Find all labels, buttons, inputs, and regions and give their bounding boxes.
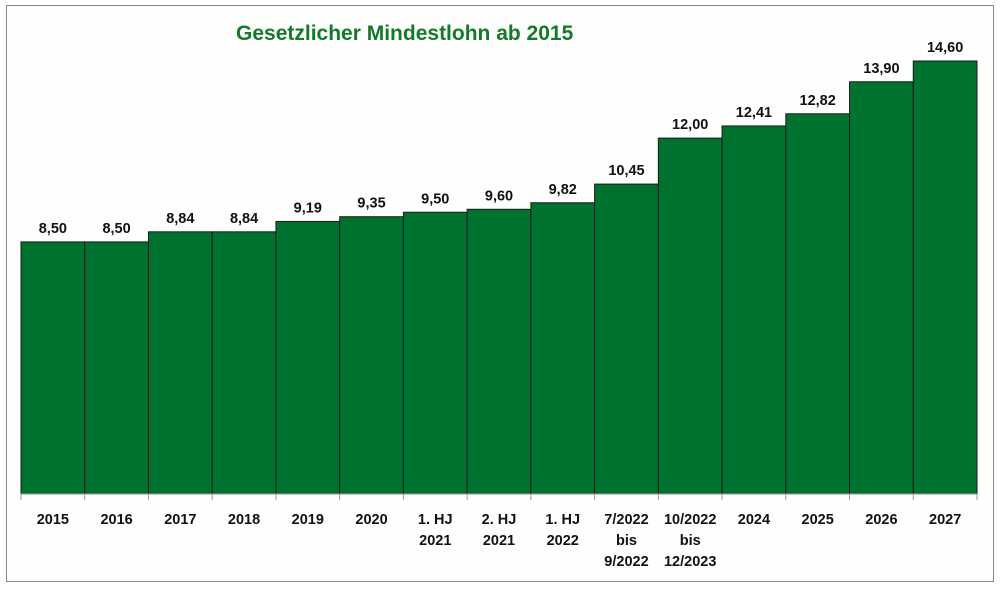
data-label: 9,60 [485, 188, 513, 204]
data-label: 9,35 [357, 196, 385, 212]
data-label: 10,45 [608, 163, 644, 179]
data-label: 8,50 [39, 221, 67, 237]
data-label: 14,60 [927, 40, 963, 56]
x-tick-label: 1. HJ [545, 512, 580, 528]
data-label: 8,84 [166, 211, 194, 227]
x-tick-label: 2019 [292, 512, 324, 528]
x-tick-label: 2018 [228, 512, 260, 528]
x-tick-label: 2027 [929, 512, 961, 528]
bar [785, 113, 851, 495]
data-label: 12,41 [736, 105, 772, 121]
x-tick-label: 2015 [37, 512, 69, 528]
data-label: 8,84 [230, 211, 258, 227]
bar [849, 81, 914, 495]
x-tick-label: 2021 [419, 533, 451, 549]
bar [657, 137, 723, 495]
bar [530, 202, 596, 495]
x-tick-label: bis [680, 533, 701, 549]
bar [466, 208, 532, 495]
x-tick-label: 9/2022 [604, 554, 648, 570]
data-label: 13,90 [863, 61, 899, 77]
x-tick-label: 2. HJ [482, 512, 517, 528]
x-tick-label: 2020 [355, 512, 387, 528]
bar [594, 183, 659, 495]
x-tick-label: 7/2022 [604, 512, 648, 528]
x-tick-label: 1. HJ [418, 512, 453, 528]
x-tick-label: 2025 [802, 512, 834, 528]
data-label: 12,00 [672, 117, 708, 133]
x-tick-label: 2017 [164, 512, 196, 528]
x-tick-label: 12/2023 [664, 554, 716, 570]
bar [721, 125, 787, 495]
bar [275, 220, 341, 495]
data-label: 9,82 [549, 182, 577, 198]
x-tick-label: 2024 [738, 512, 770, 528]
data-label: 9,50 [421, 191, 449, 207]
x-tick-label: 2016 [100, 512, 132, 528]
bar [402, 211, 468, 495]
data-label: 12,82 [800, 93, 836, 109]
bar [211, 231, 277, 495]
x-tick-label: 2026 [865, 512, 897, 528]
chart-title: Gesetzlicher Mindestlohn ab 2015 [236, 22, 574, 45]
bar [84, 241, 149, 495]
x-tick-label: 10/2022 [664, 512, 716, 528]
data-label: 8,50 [102, 221, 130, 237]
data-label: 9,19 [294, 200, 322, 216]
bar [912, 60, 978, 495]
x-tick-label: 2021 [483, 533, 515, 549]
bar [147, 231, 213, 495]
bar [20, 241, 86, 495]
x-tick-label: 2022 [547, 533, 579, 549]
x-tick-label: bis [616, 533, 637, 549]
bar [339, 216, 404, 495]
